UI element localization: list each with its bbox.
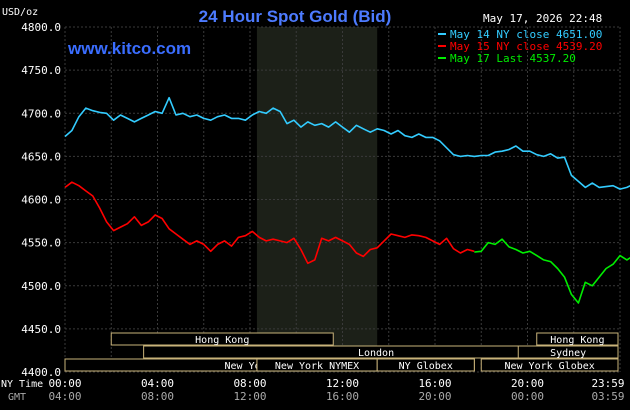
session-label: New York NYMEX	[275, 361, 359, 372]
legend-entry: May 15 NY close 4539.20	[450, 40, 602, 53]
x-tick-ny: 23:59	[591, 377, 624, 390]
y-tick-label: 4750.0	[21, 64, 61, 77]
x-tick-gmt: 16:00	[326, 390, 359, 403]
session-label: London	[358, 348, 394, 359]
y-tick-label: 4800.0	[21, 21, 61, 34]
chart-timestamp: May 17, 2026 22:48	[483, 12, 602, 25]
chart-title: 24 Hour Spot Gold (Bid)	[199, 7, 392, 26]
grid-lines	[64, 26, 621, 373]
session-bar	[110, 332, 334, 346]
y-tick-label: 4600.0	[21, 194, 61, 207]
series-line	[64, 96, 630, 190]
x-tick-gmt: 08:00	[141, 390, 174, 403]
gmt-row-label: GMT	[8, 392, 26, 403]
series-line	[64, 181, 475, 265]
x-tick-gmt: 12:00	[233, 390, 266, 403]
y-axis-label: USD/oz	[2, 7, 38, 18]
price-series	[64, 96, 630, 304]
x-tick-ny: 12:00	[326, 377, 359, 390]
x-tick-gmt: 00:00	[511, 390, 544, 403]
x-tick-gmt: 04:00	[48, 390, 81, 403]
y-tick-label: 4700.0	[21, 107, 61, 120]
session-bars: Hong Kong London New York Globex New York N…	[64, 332, 619, 372]
legend-entry: May 17 Last 4537.20	[450, 52, 576, 65]
y-tick-label: 4400.0	[21, 366, 61, 379]
x-tick-labels: 00:00 04:00 08:00 12:00 16:00 20:00 23:5904:00…	[48, 377, 624, 403]
ny-time-row-label: NY Time	[1, 379, 43, 390]
x-tick-ny: 00:00	[48, 377, 81, 390]
x-tick-ny: 20:00	[511, 377, 544, 390]
session-bar	[376, 358, 475, 372]
x-tick-ny: 16:00	[418, 377, 451, 390]
x-tick-ny: 04:00	[141, 377, 174, 390]
y-tick-label: 4500.0	[21, 280, 61, 293]
session-label: Sydney	[550, 348, 586, 359]
session-label: New York Globex	[504, 361, 594, 372]
series-line	[474, 238, 630, 304]
y-tick-label: 4550.0	[21, 237, 61, 250]
x-tick-ny: 08:00	[233, 377, 266, 390]
session-bar	[536, 332, 619, 346]
legend-entry: May 14 NY close 4651.00	[450, 28, 602, 41]
y-tick-label: 4650.0	[21, 150, 61, 163]
y-tick-labels: 4800.0 4750.0 4700.0 4650.0 4600.0 4550.0 4500…	[21, 21, 61, 379]
y-tick-label: 4450.0	[21, 323, 61, 336]
kitco-watermark: www.kitco.com	[67, 39, 191, 58]
session-label: Hong Kong	[195, 335, 249, 346]
x-tick-gmt: 03:59	[591, 390, 624, 403]
session-bar	[480, 358, 619, 372]
session-bar	[517, 345, 619, 359]
x-tick-gmt: 20:00	[418, 390, 451, 403]
session-label: NY Globex	[399, 361, 453, 372]
session-label: Hong Kong	[550, 335, 604, 346]
